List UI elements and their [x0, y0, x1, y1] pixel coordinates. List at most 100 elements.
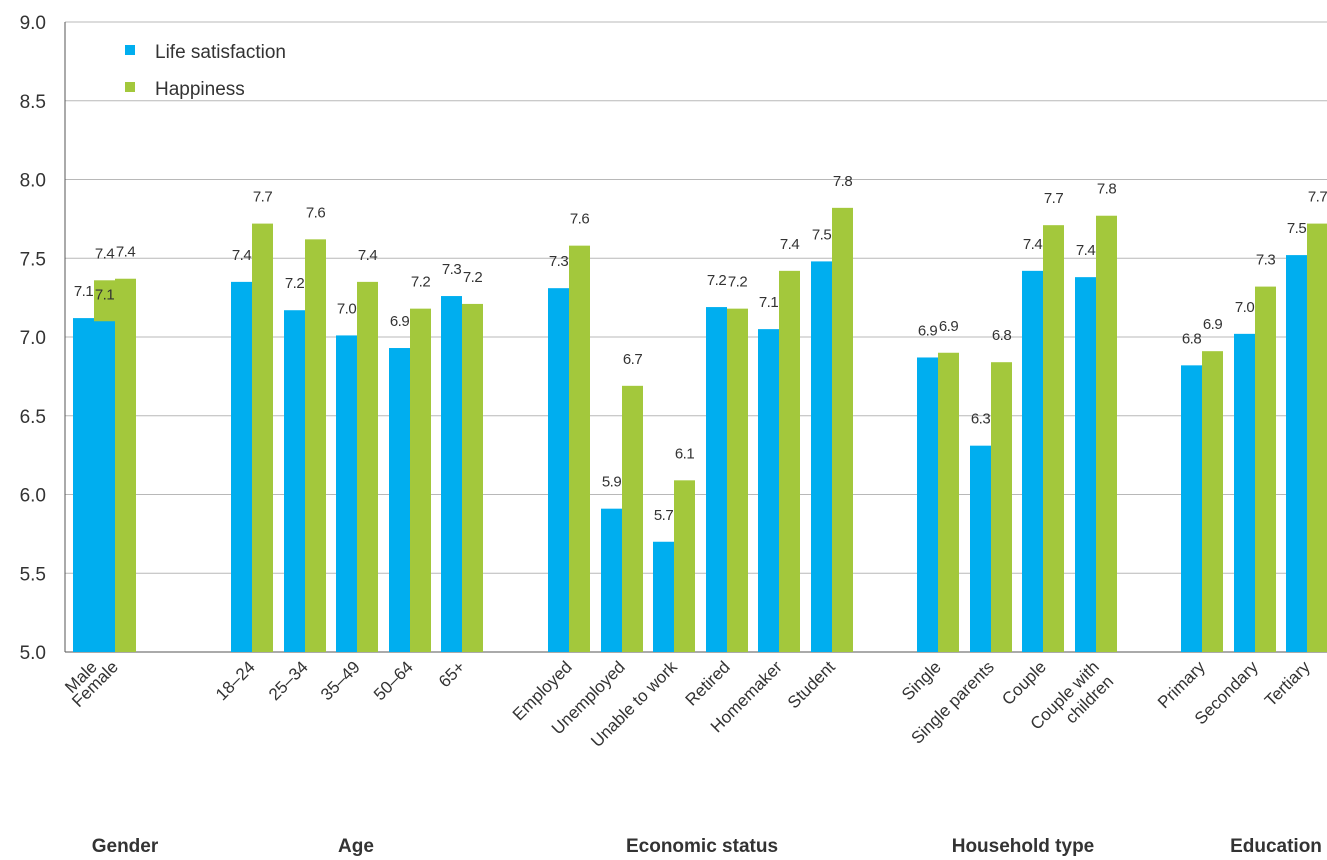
value-label: 6.9: [1203, 316, 1223, 333]
value-label: 7.4: [95, 245, 115, 262]
value-label: 7.2: [728, 274, 748, 291]
value-label: 7.2: [463, 269, 483, 286]
bar-tertiary-life-satisfaction: [1286, 255, 1307, 652]
group-labels: Gender Age Economic status Household type Ed…: [92, 836, 1322, 857]
category-label-single: Single: [898, 657, 945, 704]
bar-unable-to-work-life-satisfaction: [653, 541, 674, 652]
value-label: 6.9: [390, 313, 410, 330]
value-label: 7.3: [549, 253, 569, 270]
bar-50-64-life-satisfaction: [389, 348, 410, 652]
value-label: 6.8: [1182, 330, 1202, 347]
bar-employed-happiness: [569, 245, 590, 652]
bar-single-happiness: [938, 352, 959, 652]
bars: [73, 207, 1327, 653]
bar-student-happiness: [832, 207, 853, 652]
category-label-50-64: 50–64: [370, 657, 417, 704]
bar-25-34-life-satisfaction: [284, 310, 305, 652]
category-label-tertiary: Tertiary: [1261, 657, 1314, 710]
value-label: 7.2: [285, 275, 305, 292]
bar-homemaker-life-satisfaction: [758, 329, 779, 652]
value-label: 7.1: [74, 283, 94, 300]
bar-25-34-happiness: [305, 239, 326, 652]
bar-female-life-satisfaction: [94, 321, 115, 652]
bar-couple-happiness: [1043, 225, 1064, 653]
gridlines: [65, 21, 1327, 653]
bar-couple-with-children-happiness: [1096, 215, 1117, 652]
y-axis: 5.0 5.5 6.0 6.5 7.0 7.5 8.0 8.5 9.0: [20, 13, 66, 664]
bar-male-life-satisfaction: [73, 318, 94, 652]
y-tick-label: 7.5: [20, 249, 46, 270]
bar-single-parents-happiness: [991, 362, 1012, 652]
y-tick-label: 8.0: [20, 171, 46, 192]
category-label-student: Student: [784, 657, 839, 712]
value-label: 6.1: [675, 445, 695, 462]
y-tick-label: 8.5: [20, 92, 46, 113]
bar-secondary-life-satisfaction: [1234, 333, 1255, 652]
group-label-age: Age: [338, 836, 374, 857]
bar-tertiary-happiness: [1307, 223, 1327, 652]
y-tick-label: 5.5: [20, 564, 46, 585]
bar-employed-life-satisfaction: [548, 288, 569, 652]
bar-65-life-satisfaction: [441, 296, 462, 652]
value-label: 7.4: [1023, 236, 1043, 253]
category-label-65: 65+: [435, 657, 469, 691]
value-labels: 7.17.47.17.4 7.47.77.27.67.07.46.97.27.3 7…: [74, 173, 1327, 524]
legend-label-life-satisfaction: Life satisfaction: [155, 42, 286, 63]
y-tick-label: 9.0: [20, 13, 46, 34]
bar-female-happiness: [115, 278, 136, 652]
value-label: 6.7: [623, 351, 643, 368]
value-label: 7.4: [358, 247, 378, 264]
value-label: 7.8: [833, 173, 853, 190]
value-label: 6.9: [918, 322, 938, 339]
value-label: 7.1: [95, 286, 115, 303]
bar-18-24-happiness: [252, 223, 273, 652]
bar-single-parents-life-satisfaction: [970, 445, 991, 652]
value-label: 7.1: [759, 294, 779, 311]
value-label: 7.6: [570, 211, 590, 228]
bar-student-life-satisfaction: [811, 261, 832, 652]
category-label-retired: Retired: [682, 657, 734, 709]
category-label-couple: Couple: [998, 657, 1050, 709]
y-tick-label: 5.0: [20, 643, 46, 664]
bar-retired-happiness: [727, 308, 748, 652]
category-label-18-24: 18–24: [212, 657, 259, 704]
y-tick-label: 6.5: [20, 407, 46, 428]
value-label: 5.9: [602, 474, 622, 491]
value-label: 7.4: [1076, 242, 1096, 259]
value-label: 7.7: [253, 189, 273, 206]
value-label: 7.3: [1256, 252, 1276, 269]
value-label: 7.0: [337, 300, 357, 317]
bar-65-happiness: [462, 303, 483, 652]
value-label: 7.3: [442, 261, 462, 278]
bar-primary-happiness: [1202, 351, 1223, 652]
value-label: 7.7: [1044, 190, 1064, 207]
legend: Life satisfaction Happiness: [125, 42, 286, 100]
bar-unable-to-work-happiness: [674, 480, 695, 652]
value-label: 7.4: [116, 244, 136, 261]
legend-swatch-life-satisfaction: [125, 45, 135, 55]
value-label: 7.8: [1097, 181, 1117, 198]
value-label: 7.7: [1308, 189, 1327, 206]
category-label-35-49: 35–49: [317, 657, 364, 704]
bar-50-64-happiness: [410, 308, 431, 652]
group-label-gender: Gender: [92, 836, 159, 857]
value-label: 7.5: [1287, 220, 1307, 237]
value-label: 7.5: [812, 226, 832, 243]
value-label: 6.3: [971, 411, 991, 428]
value-label: 6.9: [939, 318, 959, 335]
bar-18-24-life-satisfaction: [231, 281, 252, 652]
legend-label-happiness: Happiness: [155, 79, 245, 100]
legend-swatch-happiness: [125, 82, 135, 92]
category-label-25-34: 25–34: [265, 657, 312, 704]
bar-unemployed-life-satisfaction: [601, 508, 622, 652]
value-label: 7.0: [1235, 299, 1255, 316]
value-label: 7.2: [411, 274, 431, 291]
value-label: 7.2: [707, 272, 727, 289]
group-label-education: Education: [1230, 836, 1322, 857]
value-label: 6.8: [992, 327, 1012, 344]
bar-couple-with-children-life-satisfaction: [1075, 277, 1096, 652]
value-label: 7.4: [780, 236, 800, 253]
bar-couple-life-satisfaction: [1022, 270, 1043, 652]
